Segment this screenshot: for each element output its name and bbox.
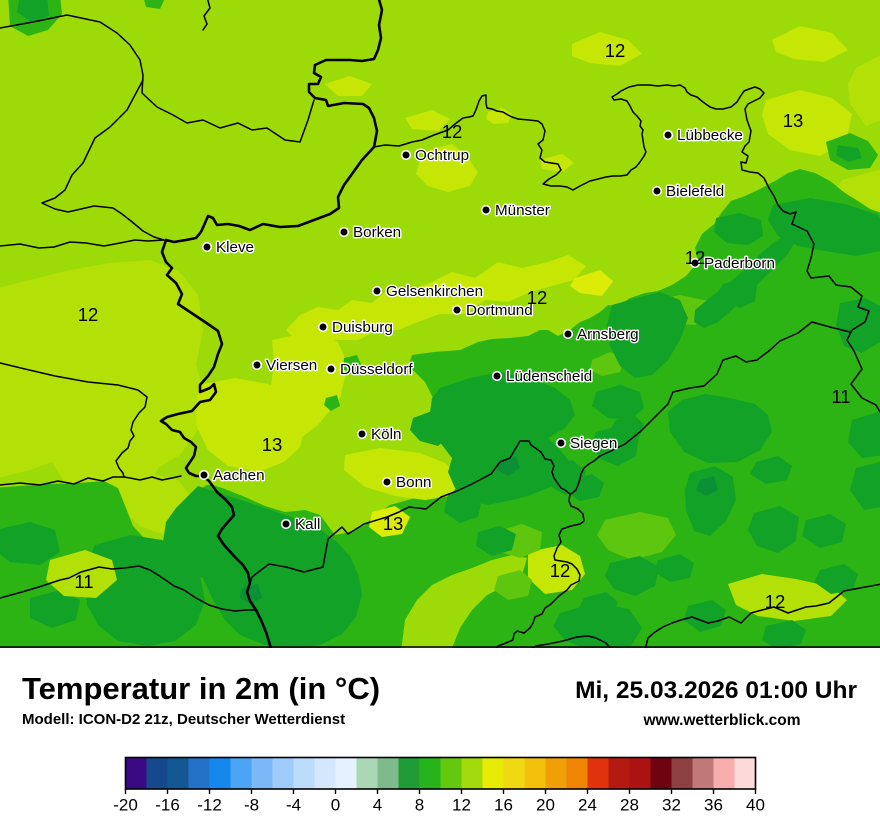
svg-text:Viersen: Viersen bbox=[266, 357, 317, 374]
svg-text:Bielefeld: Bielefeld bbox=[666, 183, 724, 200]
svg-text:Duisburg: Duisburg bbox=[332, 319, 393, 336]
svg-text:Siegen: Siegen bbox=[570, 435, 617, 452]
svg-text:-12: -12 bbox=[197, 796, 222, 815]
svg-text:40: 40 bbox=[746, 796, 765, 815]
svg-text:Dortmund: Dortmund bbox=[466, 302, 533, 319]
svg-text:Aachen: Aachen bbox=[213, 467, 265, 484]
svg-text:-20: -20 bbox=[113, 796, 138, 815]
svg-text:Düsseldorf: Düsseldorf bbox=[340, 361, 413, 378]
svg-text:13: 13 bbox=[262, 434, 283, 455]
svg-text:-8: -8 bbox=[244, 796, 259, 815]
svg-text:13: 13 bbox=[383, 513, 404, 534]
svg-text:12: 12 bbox=[78, 304, 99, 325]
svg-text:Borken: Borken bbox=[353, 224, 401, 241]
svg-text:-16: -16 bbox=[155, 796, 180, 815]
svg-text:13: 13 bbox=[783, 110, 804, 131]
svg-text:Modell: ICON-D2 21z, Deutscher: Modell: ICON-D2 21z, Deutscher Wetterdie… bbox=[22, 711, 345, 728]
svg-text:8: 8 bbox=[415, 796, 424, 815]
svg-text:Paderborn: Paderborn bbox=[704, 255, 775, 272]
svg-text:12: 12 bbox=[442, 121, 463, 142]
svg-text:www.wetterblick.com: www.wetterblick.com bbox=[642, 712, 800, 729]
svg-text:12: 12 bbox=[527, 287, 548, 308]
svg-text:Kall: Kall bbox=[295, 516, 320, 533]
svg-text:12: 12 bbox=[605, 40, 626, 61]
svg-text:4: 4 bbox=[373, 796, 382, 815]
svg-text:12: 12 bbox=[452, 796, 471, 815]
svg-text:Gelsenkirchen: Gelsenkirchen bbox=[386, 283, 483, 300]
svg-text:Kleve: Kleve bbox=[216, 239, 254, 256]
svg-text:Ochtrup: Ochtrup bbox=[415, 147, 469, 164]
svg-text:36: 36 bbox=[704, 796, 723, 815]
svg-text:Köln: Köln bbox=[371, 426, 401, 443]
svg-text:12: 12 bbox=[765, 591, 786, 612]
svg-text:12: 12 bbox=[550, 560, 571, 581]
svg-text:-4: -4 bbox=[286, 796, 301, 815]
svg-text:Münster: Münster bbox=[495, 202, 550, 219]
svg-text:Lüdenscheid: Lüdenscheid bbox=[506, 368, 592, 385]
svg-text:32: 32 bbox=[662, 796, 681, 815]
svg-text:16: 16 bbox=[494, 796, 513, 815]
svg-text:Mi, 25.03.2026 01:00 Uhr: Mi, 25.03.2026 01:00 Uhr bbox=[575, 677, 857, 704]
svg-text:28: 28 bbox=[620, 796, 639, 815]
svg-text:12: 12 bbox=[685, 247, 706, 268]
svg-text:11: 11 bbox=[831, 386, 850, 407]
svg-text:Temperatur in 2m (in °C): Temperatur in 2m (in °C) bbox=[22, 671, 380, 706]
svg-text:11: 11 bbox=[74, 571, 93, 592]
svg-text:0: 0 bbox=[331, 796, 340, 815]
svg-text:24: 24 bbox=[578, 796, 597, 815]
svg-text:20: 20 bbox=[536, 796, 555, 815]
svg-text:Lübbecke: Lübbecke bbox=[677, 127, 743, 144]
svg-text:Arnsberg: Arnsberg bbox=[577, 326, 639, 343]
svg-text:Bonn: Bonn bbox=[396, 474, 431, 491]
